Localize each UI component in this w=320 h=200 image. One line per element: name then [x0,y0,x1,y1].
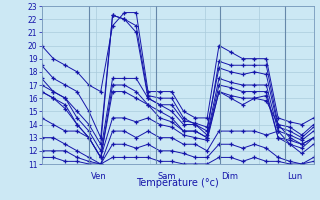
Text: Dim: Dim [221,172,238,181]
Text: Sam: Sam [157,172,176,181]
Text: Lun: Lun [287,172,302,181]
Text: Ven: Ven [91,172,107,181]
X-axis label: Température (°c): Température (°c) [136,178,219,188]
